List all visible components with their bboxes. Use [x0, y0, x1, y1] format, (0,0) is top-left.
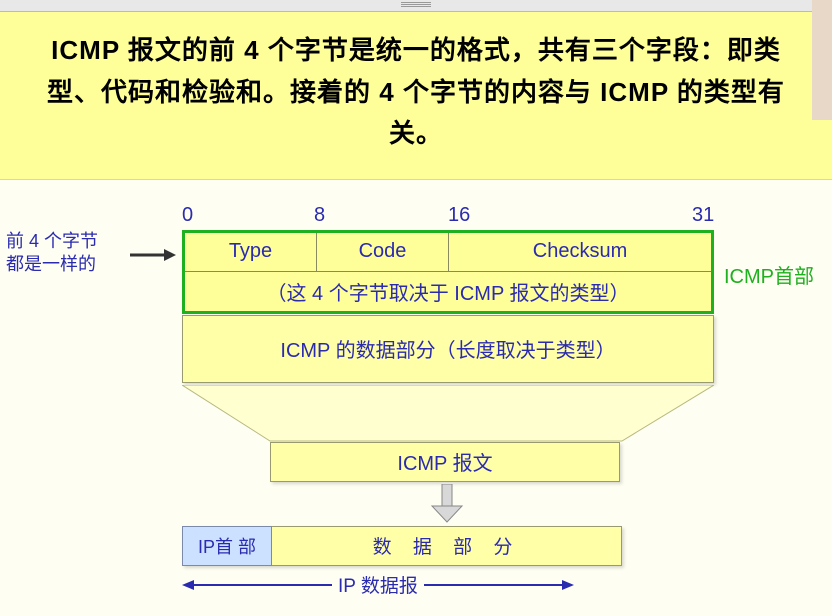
bit-16: 16 [448, 204, 470, 227]
ip-header-box: IP首 部 [182, 526, 272, 566]
bit-8: 8 [314, 204, 325, 227]
icmp-header-row2: （这 4 个字节取决于 ICMP 报文的类型） [185, 271, 711, 311]
title-block: ICMP 报文的前 4 个字节是统一的格式，共有三个字段：即类型、代码和检验和。… [0, 12, 832, 180]
icmp-header-row1: Type Code Checksum [185, 233, 711, 271]
trapezoid-connector-icon [182, 385, 714, 441]
slide-right-edge-decor [812, 0, 832, 120]
ip-datagram-label-row: IP 数据报 [182, 572, 622, 598]
ip-datagram-label: IP 数据报 [332, 571, 424, 598]
diagram-area: 前 4 个字节 都是一样的 0 8 16 31 Type Code Checks… [0, 180, 832, 208]
icmp-header-side-label: ICMP首部 [724, 260, 814, 289]
field-checksum: Checksum [449, 233, 711, 271]
bit-scale: 0 8 16 31 [182, 204, 714, 228]
icmp-header-table: Type Code Checksum （这 4 个字节取决于 ICMP 报文的类… [182, 230, 714, 314]
field-type: Type [185, 233, 317, 271]
side-note: 前 4 个字节 都是一样的 [6, 230, 98, 277]
ip-data-box: 数 据 部 分 [272, 526, 622, 566]
side-note-line2: 都是一样的 [6, 254, 96, 274]
arrow-right-end-icon [424, 578, 574, 592]
slide-top-bar [0, 0, 832, 12]
side-note-line1: 前 4 个字节 [6, 231, 98, 251]
icmp-message-box: ICMP 报文 [270, 442, 620, 482]
drag-handle-icon [401, 2, 431, 8]
arrow-left-icon [182, 578, 332, 592]
ip-datagram-row: IP首 部 数 据 部 分 [182, 526, 622, 566]
bit-0: 0 [182, 204, 193, 227]
title-text: ICMP 报文的前 4 个字节是统一的格式，共有三个字段：即类型、代码和检验和。… [30, 30, 802, 155]
icmp-data-box: ICMP 的数据部分（长度取决于类型） [182, 315, 714, 383]
arrow-down-icon [430, 484, 464, 524]
field-code: Code [317, 233, 449, 271]
bit-31: 31 [692, 204, 714, 227]
arrow-right-icon [130, 248, 176, 260]
